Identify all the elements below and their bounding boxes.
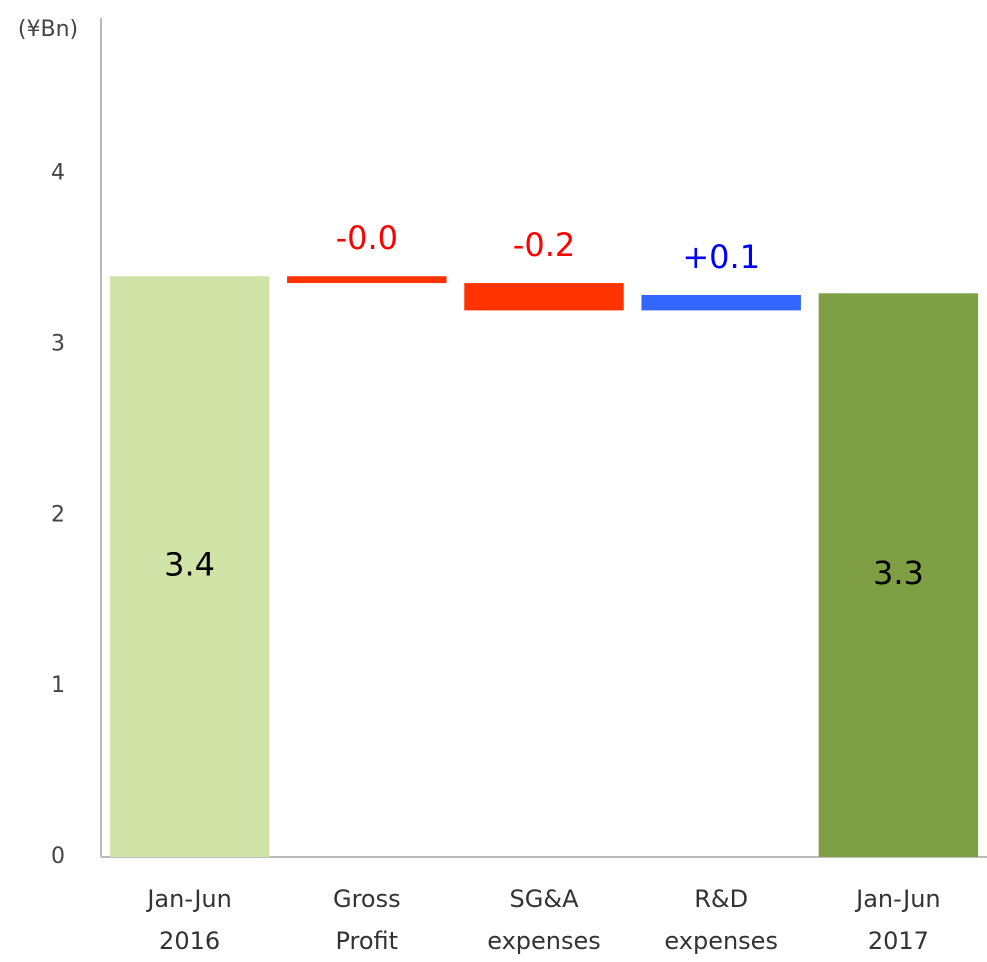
y-axis-label: (¥Bn) [18, 17, 78, 42]
x-tick-label: SG&A [510, 885, 580, 913]
bar [818, 293, 979, 857]
value-label: +0.1 [682, 238, 760, 276]
value-label: 3.4 [164, 546, 215, 584]
x-tick-label: Jan-Jun [854, 885, 941, 913]
y-tick-label: 0 [51, 844, 65, 869]
x-tick-label: 2016 [159, 927, 220, 955]
x-tick-label: Profit [335, 927, 398, 955]
value-label: 3.3 [873, 554, 924, 592]
bar [109, 276, 270, 857]
x-tick-label: 2017 [868, 927, 929, 955]
bar [641, 295, 801, 311]
bar [287, 276, 447, 284]
x-tick-label: expenses [664, 927, 778, 955]
x-tick-label: expenses [487, 927, 601, 955]
x-tick-label: Jan-Jun [145, 885, 232, 913]
y-tick-label: 2 [51, 502, 65, 527]
value-label: -0.2 [513, 226, 575, 264]
bar [464, 283, 624, 311]
value-label: -0.0 [336, 219, 398, 257]
x-tick-label: Gross [333, 885, 401, 913]
y-tick-label: 4 [51, 161, 65, 186]
x-tick-label: R&D [694, 885, 748, 913]
y-tick-label: 1 [51, 673, 65, 698]
y-tick-label: 3 [51, 332, 65, 357]
